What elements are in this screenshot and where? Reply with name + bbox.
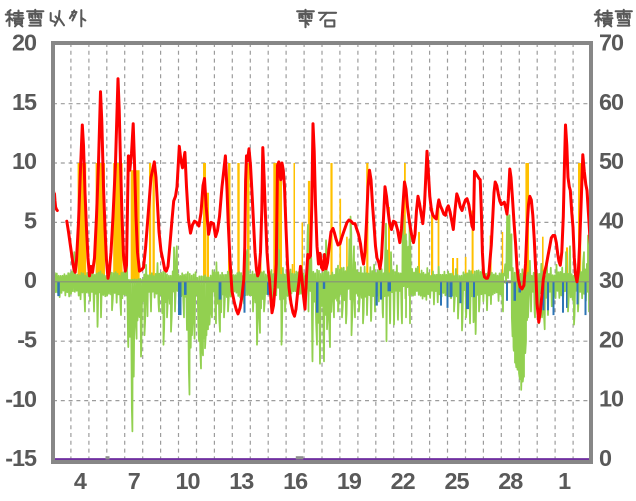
svg-text:40: 40 bbox=[599, 208, 624, 234]
svg-text:7: 7 bbox=[128, 468, 140, 494]
svg-text:16: 16 bbox=[283, 468, 308, 494]
svg-text:13: 13 bbox=[229, 468, 254, 494]
svg-text:70: 70 bbox=[599, 30, 624, 56]
svg-text:-10: -10 bbox=[5, 386, 37, 412]
svg-text:0: 0 bbox=[599, 445, 612, 471]
svg-text:15: 15 bbox=[12, 89, 37, 115]
svg-text:-5: -5 bbox=[17, 326, 37, 352]
svg-text:50: 50 bbox=[599, 148, 624, 174]
svg-text:22: 22 bbox=[391, 468, 416, 494]
svg-text:0: 0 bbox=[24, 267, 37, 293]
svg-text:10: 10 bbox=[599, 386, 624, 412]
svg-text:4: 4 bbox=[74, 468, 87, 494]
svg-text:20: 20 bbox=[12, 30, 37, 56]
svg-text:30: 30 bbox=[599, 267, 624, 293]
svg-text:20: 20 bbox=[599, 326, 624, 352]
svg-text:60: 60 bbox=[599, 89, 624, 115]
svg-text:28: 28 bbox=[498, 468, 523, 494]
svg-text:10: 10 bbox=[12, 148, 37, 174]
svg-text:5: 5 bbox=[24, 208, 37, 234]
svg-text:-15: -15 bbox=[5, 445, 37, 471]
svg-text:10: 10 bbox=[175, 468, 200, 494]
svg-text:19: 19 bbox=[337, 468, 362, 494]
svg-text:25: 25 bbox=[444, 468, 469, 494]
svg-text:1: 1 bbox=[558, 468, 571, 494]
